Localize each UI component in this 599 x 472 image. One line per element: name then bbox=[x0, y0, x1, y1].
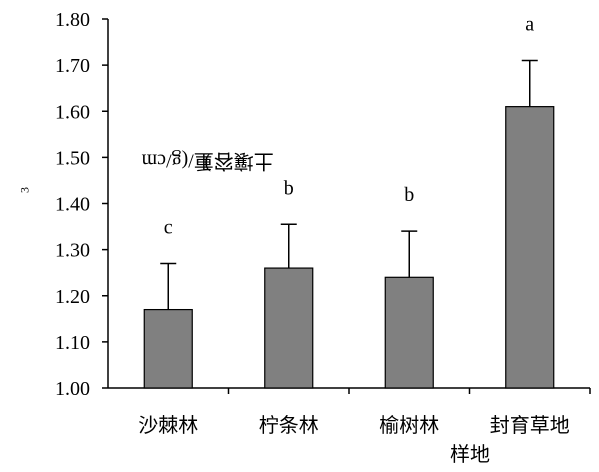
significance-label: a bbox=[525, 14, 534, 36]
significance-label: c bbox=[164, 216, 173, 238]
y-axis-label: 土壤容重/(g/cm 3) bbox=[0, 0, 274, 472]
y-tick-label: 1.80 bbox=[55, 9, 90, 31]
significance-label: b bbox=[404, 184, 414, 206]
y-tick-label: 1.30 bbox=[55, 240, 90, 262]
x-axis-label: 样地 bbox=[450, 444, 490, 466]
y-axis-label-superscript: 3 bbox=[17, 187, 32, 193]
y-tick-label: 1.70 bbox=[55, 55, 90, 77]
y-tick-label: 1.50 bbox=[55, 147, 90, 169]
y-axis-label-close: ) bbox=[204, 152, 212, 175]
bars: c b b a bbox=[143, 14, 555, 389]
x-tick-label: 沙棘林 bbox=[138, 413, 198, 437]
y-tick-label: 1.20 bbox=[55, 286, 90, 308]
bar bbox=[505, 106, 555, 389]
x-tick-label: 封育草地 bbox=[490, 413, 570, 437]
y-tick-label: 1.60 bbox=[55, 101, 90, 123]
y-tick-label: 1.00 bbox=[55, 378, 90, 400]
significance-label: b bbox=[284, 177, 294, 199]
x-tick-label: 柠条林 bbox=[259, 413, 319, 437]
x-tick-label: 榆树林 bbox=[379, 413, 439, 437]
bar bbox=[143, 308, 193, 389]
bar bbox=[264, 267, 314, 389]
axes: 1.00 1.10 1.20 1.30 1.40 1.50 1.60 1.70 1.80 沙棘林 柠… bbox=[55, 9, 591, 437]
y-tick-label: 1.40 bbox=[55, 194, 90, 216]
bar bbox=[384, 276, 434, 389]
y-tick-label: 1.10 bbox=[55, 332, 90, 354]
